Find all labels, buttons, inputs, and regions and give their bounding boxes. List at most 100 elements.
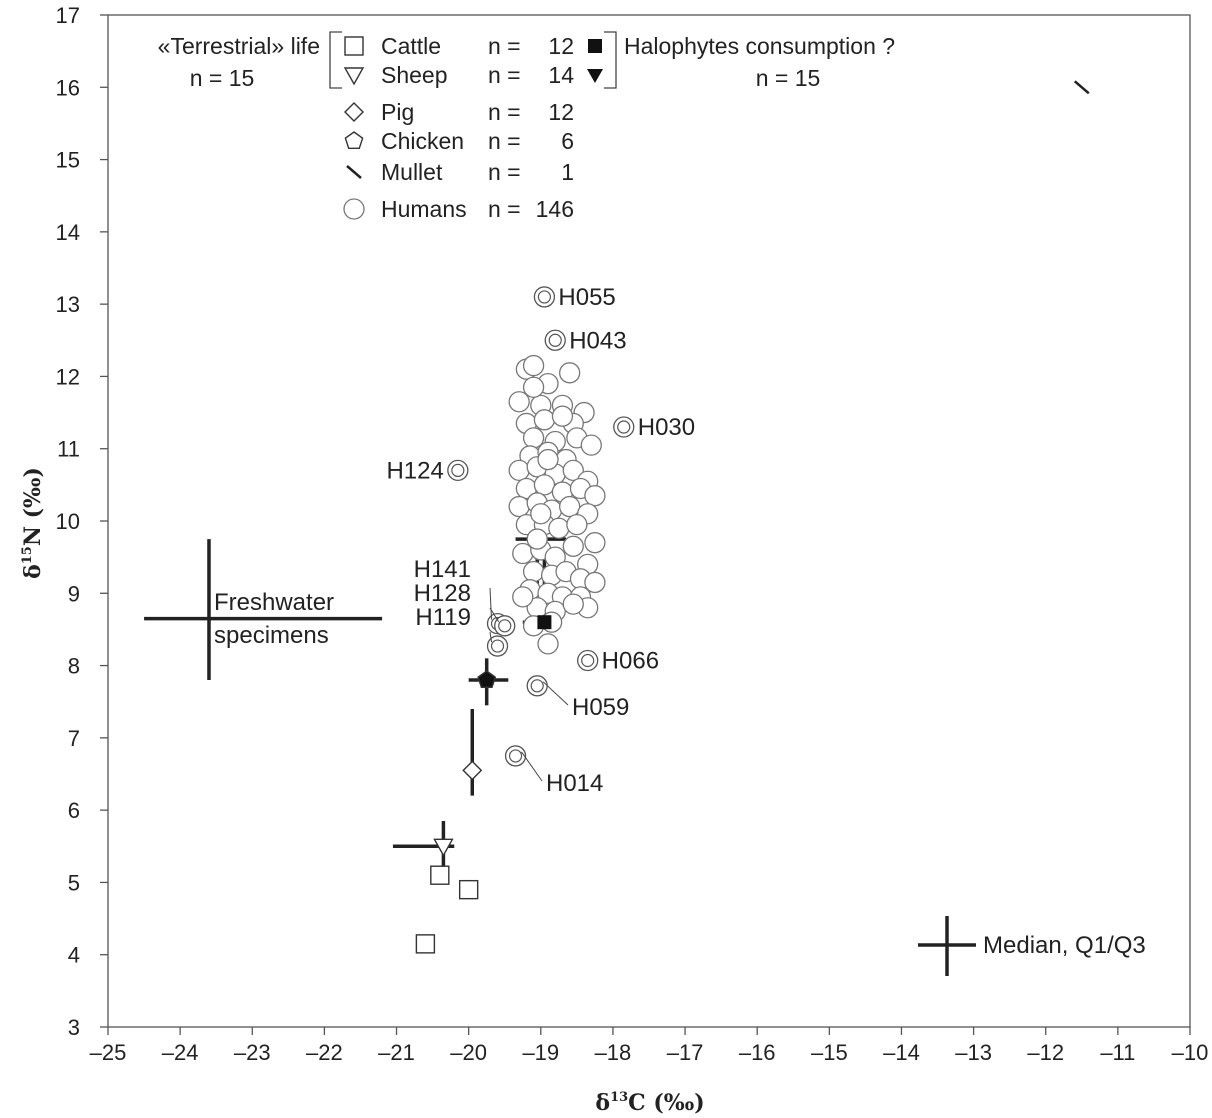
legend-halophytes-n: n = 15 bbox=[756, 65, 821, 91]
point-humans bbox=[533, 474, 556, 496]
point-label: H030 bbox=[638, 414, 695, 441]
median-marker bbox=[537, 615, 552, 630]
y-tick-label: 6 bbox=[68, 798, 80, 823]
legend-cattle-alt-marker bbox=[588, 39, 602, 53]
x-tick-label: –16 bbox=[739, 1040, 776, 1065]
point-humans-labelled--inner bbox=[490, 639, 505, 653]
y-tick-label: 4 bbox=[68, 943, 80, 968]
point-cattle bbox=[458, 879, 479, 900]
x-tick-label: –25 bbox=[90, 1040, 127, 1065]
legend-sheep-marker bbox=[343, 67, 365, 86]
y-tick-label: 5 bbox=[68, 870, 80, 895]
median-marker bbox=[526, 528, 548, 550]
x-tick-label: –23 bbox=[234, 1040, 271, 1065]
freshwater-label-line2: specimens bbox=[214, 622, 329, 649]
legend-humans-marker bbox=[343, 198, 365, 220]
point-humans bbox=[580, 434, 602, 456]
point-humans bbox=[584, 571, 606, 594]
y-tick-label: 8 bbox=[68, 654, 80, 679]
legend-bracket-left bbox=[329, 31, 342, 89]
point-humans-labelled--inner bbox=[498, 619, 512, 633]
freshwater-label-line1: Freshwater bbox=[214, 589, 334, 616]
median-marker bbox=[433, 838, 454, 857]
axes bbox=[107, 14, 1191, 1028]
legend: «Terrestrial» life n = 15 Halophytes consu… bbox=[158, 31, 895, 222]
x-tick-label: –13 bbox=[955, 1040, 992, 1065]
y-tick-label: 10 bbox=[56, 509, 80, 534]
label-leader-line bbox=[521, 751, 543, 782]
legend-pig-marker bbox=[344, 102, 364, 122]
point-label: H059 bbox=[572, 694, 629, 721]
x-tick-label: –21 bbox=[378, 1040, 415, 1065]
point-label: H141 bbox=[414, 556, 471, 583]
point-humans bbox=[566, 513, 588, 536]
legend-pig-count: 12 bbox=[548, 99, 574, 125]
label-leader-line bbox=[489, 587, 493, 620]
point-humans-labelled--inner bbox=[530, 679, 544, 693]
legend-humans-count: 146 bbox=[536, 196, 574, 222]
legend-pig-label: Pig bbox=[381, 99, 414, 125]
legend-mullet-marker bbox=[346, 165, 362, 179]
y-tick-label: 9 bbox=[68, 581, 80, 606]
legend-sheep-count: 14 bbox=[548, 62, 574, 88]
point-humans-labelled- bbox=[447, 459, 469, 482]
point-humans-labelled--inner bbox=[451, 463, 465, 477]
point-mullet bbox=[1073, 80, 1090, 95]
legend-chicken-count: 6 bbox=[561, 128, 574, 154]
annotations: Freshwater specimens Median, Q1/Q3 bbox=[214, 589, 1146, 976]
y-tick-label: 3 bbox=[68, 1015, 80, 1040]
x-axis-title: δ13C (‰) bbox=[595, 1090, 704, 1116]
legend-cattle-count: 12 bbox=[548, 33, 574, 59]
point-humans-labelled- bbox=[504, 745, 527, 767]
x-tick-label: –24 bbox=[162, 1040, 199, 1065]
point-humans bbox=[584, 532, 606, 554]
point-humans bbox=[537, 448, 559, 471]
label-leader-line bbox=[489, 631, 493, 643]
point-humans bbox=[559, 495, 581, 518]
point-humans-labelled--inner bbox=[548, 333, 562, 347]
legend-chicken-n: n = bbox=[488, 128, 521, 154]
point-humans bbox=[551, 405, 574, 427]
median-crosses bbox=[144, 502, 567, 883]
point-label: H066 bbox=[602, 648, 659, 675]
legend-sheep-label: Sheep bbox=[381, 62, 448, 88]
median-key-label: Median, Q1/Q3 bbox=[983, 932, 1146, 959]
legend-mullet-label: Mullet bbox=[381, 159, 443, 185]
point-humans-labelled- bbox=[494, 615, 516, 637]
point-label: H124 bbox=[386, 457, 443, 484]
point-label: H119 bbox=[415, 604, 471, 631]
point-humans bbox=[562, 459, 584, 482]
point-humans bbox=[530, 503, 552, 525]
legend-sheep-n: n = bbox=[488, 62, 521, 88]
x-tick-label: –18 bbox=[595, 1040, 632, 1065]
point-humans bbox=[508, 391, 530, 413]
legend-mullet-n: n = bbox=[488, 159, 521, 185]
point-label: H043 bbox=[569, 327, 626, 354]
x-tick-label: –22 bbox=[306, 1040, 343, 1065]
y-tick-label: 7 bbox=[68, 726, 80, 751]
y-axis-ticks: 3 4 5 6 7 8 9 10 11 12 13 14 15 16 17 bbox=[56, 3, 108, 1040]
x-tick-label: –12 bbox=[1027, 1040, 1064, 1065]
legend-chicken-marker bbox=[344, 131, 364, 150]
point-humans-labelled- bbox=[533, 286, 556, 308]
legend-humans-n: n = bbox=[488, 196, 521, 222]
point-humans bbox=[522, 376, 545, 398]
legend-humans-label: Humans bbox=[381, 196, 467, 222]
x-tick-label: –10 bbox=[1172, 1040, 1209, 1065]
point-humans bbox=[508, 495, 530, 518]
y-tick-label: 12 bbox=[56, 364, 80, 389]
point-humans-labelled--inner bbox=[537, 290, 552, 304]
label-leader-line bbox=[542, 681, 569, 706]
point-humans-labelled- bbox=[577, 649, 599, 672]
point-humans-labelled- bbox=[486, 635, 509, 657]
point-humans bbox=[562, 535, 584, 557]
point-humans-labelled--inner bbox=[617, 420, 631, 434]
point-humans-labelled- bbox=[544, 329, 566, 351]
label-leader-line bbox=[489, 607, 500, 623]
legend-chicken-label: Chicken bbox=[381, 128, 464, 154]
y-tick-label: 16 bbox=[56, 75, 80, 100]
point-humans bbox=[508, 459, 530, 482]
x-tick-label: –11 bbox=[1100, 1040, 1135, 1065]
x-axis-ticks: –25 –24 –23 –22 –21 –20 –19 –18 –17 –16 –15 –14 –13 –… bbox=[90, 1027, 1209, 1065]
